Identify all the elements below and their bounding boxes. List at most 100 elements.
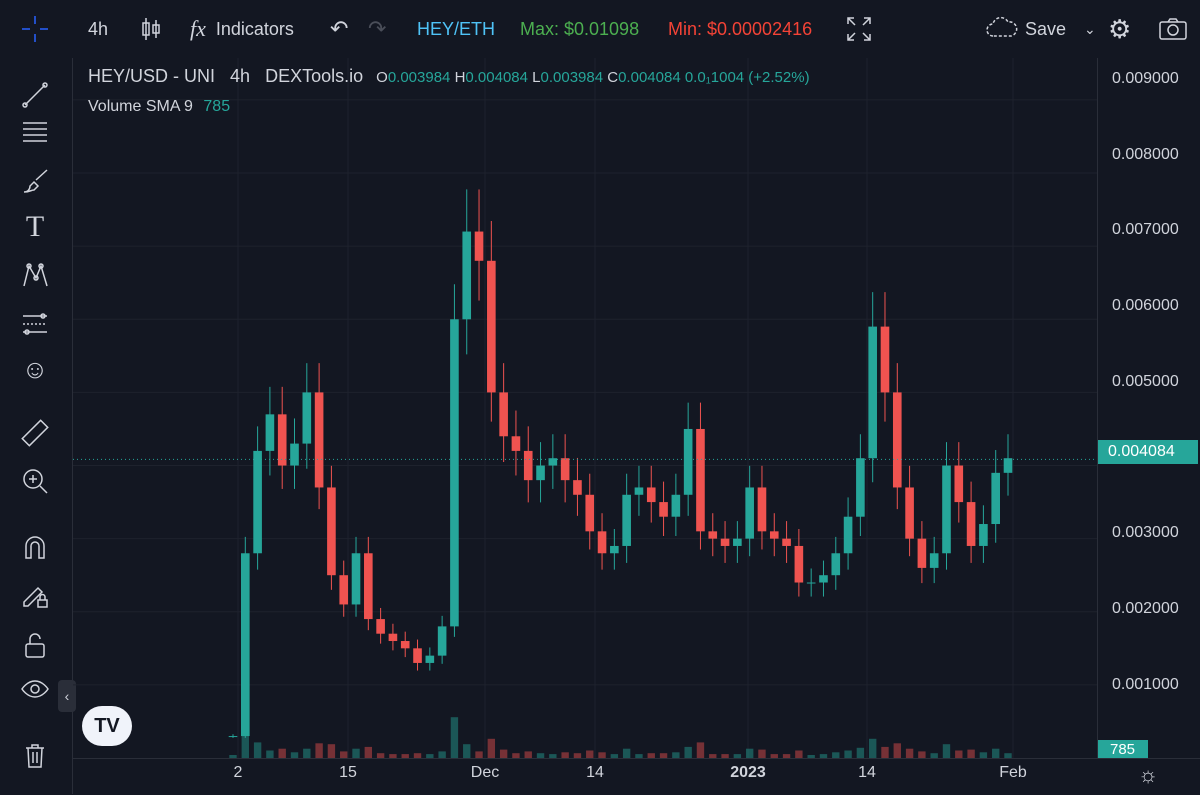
forecast-icon[interactable] bbox=[16, 304, 54, 342]
volume-bar bbox=[340, 751, 348, 758]
volume-bar bbox=[561, 752, 569, 758]
zoom-in-icon[interactable] bbox=[16, 462, 54, 500]
trend-line-icon[interactable] bbox=[16, 76, 54, 114]
volume-bar bbox=[364, 746, 373, 758]
candle-body bbox=[757, 487, 767, 532]
tradingview-logo[interactable]: TV bbox=[82, 706, 132, 746]
volume-bar bbox=[745, 748, 754, 758]
volume-bar bbox=[573, 753, 582, 758]
candle-body bbox=[573, 480, 582, 495]
volume-bar bbox=[536, 753, 545, 758]
save-button[interactable]: Save ⌄ bbox=[985, 14, 1096, 44]
fullscreen-icon[interactable] bbox=[846, 14, 872, 44]
high-value: 0.004084 bbox=[465, 69, 528, 86]
volume-bar bbox=[586, 750, 594, 758]
volume-bar bbox=[549, 754, 557, 758]
volume-bar bbox=[930, 753, 938, 758]
candle-body bbox=[671, 494, 681, 517]
candle-body bbox=[856, 458, 865, 517]
candle-body bbox=[868, 326, 877, 459]
unlock-icon[interactable] bbox=[16, 626, 54, 664]
volume-bar bbox=[266, 750, 274, 758]
eye-icon[interactable] bbox=[16, 670, 54, 708]
candle-body bbox=[364, 553, 373, 620]
volume-bar bbox=[524, 751, 532, 758]
candle-body bbox=[487, 260, 496, 393]
indicators-label: Indicators bbox=[215, 18, 294, 39]
interval-button[interactable]: 4h bbox=[88, 18, 109, 39]
candle-body bbox=[450, 319, 459, 627]
candle-body bbox=[831, 553, 841, 576]
volume-bar bbox=[278, 748, 286, 758]
candles-icon[interactable] bbox=[140, 14, 162, 44]
candle-body bbox=[302, 392, 312, 444]
volume-bar bbox=[721, 754, 729, 758]
brush-icon[interactable] bbox=[16, 162, 54, 200]
candle-body bbox=[646, 487, 656, 503]
redo-icon[interactable]: ↷ bbox=[368, 16, 387, 41]
volume-bar bbox=[475, 751, 483, 758]
ruler-icon[interactable] bbox=[16, 414, 54, 452]
text-icon[interactable]: T bbox=[25, 210, 45, 243]
collapse-toolbar-button[interactable]: ‹ bbox=[58, 680, 76, 712]
volume-bar bbox=[598, 752, 606, 758]
left-toolbar: T ☺ bbox=[0, 58, 73, 794]
low-value: 0.003984 bbox=[540, 69, 604, 86]
volume-bar bbox=[967, 749, 975, 758]
candle-body bbox=[327, 487, 336, 576]
pattern-icon[interactable] bbox=[16, 256, 54, 294]
time-tick: 14 bbox=[858, 764, 876, 781]
candle-body bbox=[769, 531, 779, 539]
settings-icon[interactable]: ☼ bbox=[1138, 762, 1159, 787]
trash-icon[interactable] bbox=[16, 736, 54, 774]
fib-icon[interactable] bbox=[16, 112, 54, 150]
pair-label[interactable]: HEY/ETH bbox=[417, 18, 496, 39]
volume-bar bbox=[893, 743, 901, 758]
volume-bar bbox=[376, 753, 385, 758]
candle-body bbox=[228, 736, 238, 738]
indicators-button[interactable]: fx Indicators bbox=[190, 14, 294, 44]
candle-body bbox=[720, 538, 730, 546]
price-tick: 0.009000 bbox=[1112, 70, 1179, 87]
volume-bar bbox=[782, 754, 791, 758]
volume-bar bbox=[487, 738, 496, 758]
volume-legend: Volume SMA 9 785 bbox=[88, 98, 230, 116]
gear-icon[interactable]: ⚙ bbox=[1108, 13, 1132, 44]
open-label: O bbox=[376, 69, 388, 86]
candle-body bbox=[610, 545, 619, 554]
volume-bar bbox=[1004, 753, 1012, 758]
legend-symbol: HEY/USD - UNI bbox=[88, 66, 216, 86]
price-axis[interactable] bbox=[1097, 58, 1200, 758]
volume-bar bbox=[401, 754, 409, 758]
time-axis[interactable] bbox=[73, 758, 1200, 795]
price-chart[interactable] bbox=[73, 58, 1097, 758]
change-value: 0.0₁1004 (+2.52%) bbox=[684, 69, 810, 86]
candle-body bbox=[511, 436, 521, 451]
candle-body bbox=[413, 648, 422, 663]
layout-icon[interactable] bbox=[20, 14, 50, 44]
top-toolbar: 4h fx Indicators ↶ ↷ HEY/ETH Max: $0.010… bbox=[0, 0, 1200, 58]
candle-body bbox=[253, 450, 262, 554]
volume-bar bbox=[684, 746, 692, 758]
emoji-icon[interactable]: ☺ bbox=[21, 353, 49, 384]
undo-icon[interactable]: ↶ bbox=[330, 16, 349, 41]
time-tick: 15 bbox=[339, 764, 357, 781]
time-tick: 2 bbox=[233, 764, 243, 781]
candle-body bbox=[265, 414, 275, 451]
camera-icon[interactable] bbox=[1158, 14, 1188, 44]
volume-bar bbox=[696, 742, 705, 758]
magnet-icon[interactable] bbox=[16, 528, 54, 566]
volume-bar bbox=[992, 748, 1000, 758]
candle-body bbox=[843, 516, 853, 554]
candle-body bbox=[376, 619, 385, 634]
candle-body bbox=[585, 494, 595, 532]
volume-bar bbox=[709, 754, 717, 758]
close-value: 0.004084 bbox=[618, 69, 681, 86]
lock-drawing-icon[interactable] bbox=[16, 576, 54, 614]
volume-bar bbox=[463, 744, 471, 758]
price-tick: 0.007000 bbox=[1112, 221, 1179, 238]
candle-body bbox=[634, 487, 644, 495]
candle-body bbox=[942, 465, 951, 554]
volume-bar bbox=[450, 717, 459, 758]
candle-body bbox=[339, 575, 349, 605]
